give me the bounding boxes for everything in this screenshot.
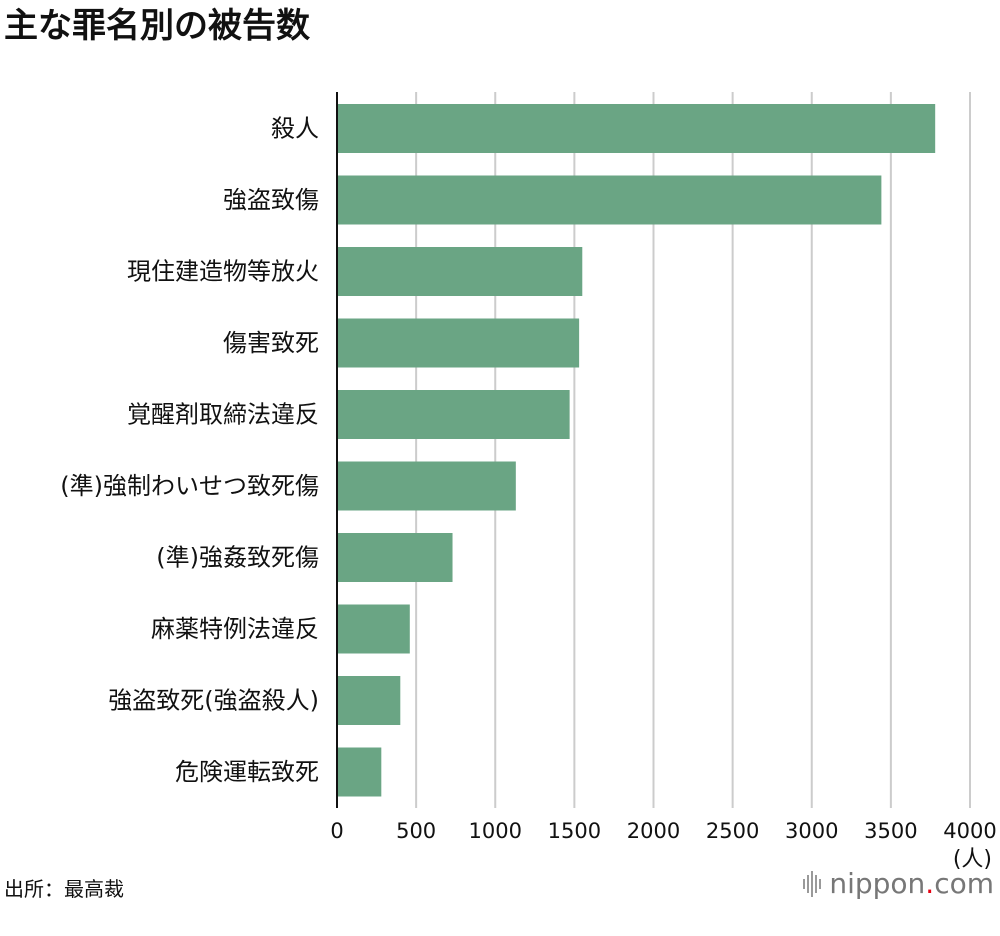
bar-4 bbox=[337, 390, 570, 439]
category-label: 傷害致死 bbox=[223, 329, 319, 357]
chart-title: 主な罪名別の被告数 bbox=[4, 6, 310, 46]
x-tick-label: 1500 bbox=[548, 819, 601, 843]
category-label: 危険運転致死 bbox=[175, 758, 319, 786]
nippon-logo: nippon. com bbox=[803, 866, 994, 902]
x-tick-label: 2000 bbox=[627, 819, 680, 843]
bar-5 bbox=[337, 461, 516, 511]
x-tick-label: 500 bbox=[396, 819, 436, 843]
category-label: 殺人 bbox=[271, 115, 319, 143]
category-label: (準)強制わいせつ致死傷 bbox=[60, 472, 319, 500]
bar-3 bbox=[337, 318, 580, 368]
bar-0 bbox=[337, 104, 936, 153]
x-tick-label: 4000 bbox=[943, 819, 996, 843]
x-tick-label: 1000 bbox=[469, 819, 522, 843]
category-label: 強盗致死(強盗殺人) bbox=[108, 687, 319, 715]
category-label: (準)強姦致死傷 bbox=[156, 544, 319, 572]
logo-dot: . bbox=[925, 867, 935, 900]
x-tick-labels: 0 500 1000 1500 2000 2500 3000 3500 4000 bbox=[330, 819, 996, 843]
x-tick-label: 3000 bbox=[785, 819, 838, 843]
category-label: 覚醒剤取締法違反 bbox=[127, 401, 319, 429]
bar-9 bbox=[337, 747, 382, 797]
bars bbox=[337, 104, 936, 797]
logo-name: nippon bbox=[829, 867, 926, 900]
bar-8 bbox=[337, 676, 401, 725]
bar-1 bbox=[337, 175, 882, 225]
category-label: 現住建造物等放火 bbox=[127, 258, 319, 286]
logo-suffix: com bbox=[934, 867, 994, 900]
category-label: 麻薬特例法違反 bbox=[151, 615, 319, 643]
x-tick-label: 3500 bbox=[864, 819, 917, 843]
bar-7 bbox=[337, 604, 410, 654]
source-note: 出所：最高裁 bbox=[4, 877, 124, 901]
bar-6 bbox=[337, 533, 453, 582]
category-label: 強盗致傷 bbox=[223, 186, 319, 214]
bar-2 bbox=[337, 247, 583, 296]
x-tick-label: 0 bbox=[330, 819, 343, 843]
x-tick-label: 2500 bbox=[706, 819, 759, 843]
x-axis-unit-label: (人) bbox=[953, 847, 992, 870]
logo-bars-icon bbox=[803, 871, 823, 897]
